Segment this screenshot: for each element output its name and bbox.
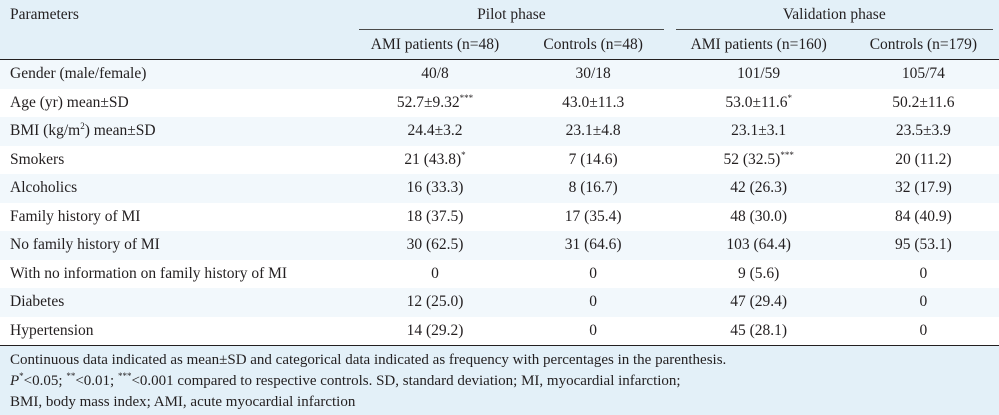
cell-value: 32 (17.9) [894, 179, 952, 197]
cell-value: 40/8 [421, 65, 449, 83]
cell-value: 48 (30.0) [730, 207, 788, 225]
validation-phase-header: Validation phase [670, 0, 999, 30]
cell-value: 31 (64.6) [564, 236, 622, 254]
cell-value: 17 (35.4) [564, 207, 622, 225]
cell-value: 0 [919, 293, 928, 311]
cell-value: 30/18 [575, 65, 611, 83]
row-label: With no information on family history of… [10, 264, 288, 282]
table-row: Gender (male/female) 40/8 30/18 101/59 1… [0, 59, 999, 89]
cell-value: 0 [589, 293, 598, 311]
cell-value: 42 (26.3) [730, 179, 788, 197]
cell-value: 50.2±11.6 [892, 93, 955, 111]
cell-value: 7 (14.6) [568, 150, 618, 168]
row-label: Family history of MI [10, 207, 141, 225]
cell-value: 101/59 [737, 65, 781, 83]
table-row: BMI (kg/m2) mean±SD 24.4±3.2 23.1±4.8 23… [0, 117, 999, 146]
cell-value: 95 (53.1) [894, 236, 952, 254]
table-footnote: Continuous data indicated as mean±SD and… [0, 345, 999, 415]
row-label: BMI (kg/m2) mean±SD [10, 121, 156, 140]
significance-mark: * [461, 149, 466, 160]
row-label: Gender (male/female) [10, 65, 147, 83]
validation-controls-header: Controls (n=179) [847, 30, 999, 60]
cell-value: 21 (43.8) [404, 150, 462, 168]
significance-mark: *** [459, 92, 474, 103]
cell-value: 52.7±9.32 [396, 93, 460, 111]
table-row: Family history of MI 18 (37.5) 17 (35.4)… [0, 202, 999, 231]
table-row: Hypertension 14 (29.2) 0 45 (28.1) 0 [0, 316, 999, 345]
cell-value: 84 (40.9) [894, 207, 952, 225]
cell-value: 0 [919, 264, 928, 282]
cell-value: 16 (33.3) [406, 179, 464, 197]
row-label: Alcoholics [10, 179, 78, 197]
row-label: No family history of MI [10, 236, 160, 254]
table-row: Smokers 21 (43.8)* 7 (14.6) 52 (32.5)***… [0, 145, 999, 174]
significance-mark: *** [780, 149, 794, 160]
significance-mark: * [787, 92, 793, 103]
cell-value: 23.5±3.9 [895, 122, 951, 140]
table-row: Age (yr) mean±SD 52.7±9.32*** 43.0±11.3 … [0, 88, 999, 117]
pilot-controls-header: Controls (n=48) [516, 30, 670, 60]
row-label: Hypertension [10, 321, 94, 339]
cell-value: 0 [589, 264, 598, 282]
cell-value: 47 (29.4) [730, 293, 788, 311]
validation-ami-header: AMI patients (n=160) [669, 30, 848, 60]
cell-value: 9 (5.6) [738, 264, 780, 282]
table-row: No family history of MI 30 (62.5) 31 (64… [0, 231, 999, 260]
cell-value: 52 (32.5) [723, 150, 781, 168]
data-table: Parameters Pilot phase Validation phase … [0, 0, 999, 345]
cell-value: 53.0±11.6 [725, 93, 788, 111]
footnote-line-3: BMI, body mass index; AMI, acute myocard… [10, 394, 356, 410]
cell-value: 43.0±11.3 [562, 93, 625, 111]
row-label: Smokers [10, 150, 65, 168]
cell-value: 0 [589, 321, 598, 339]
footnote-line-2: P*<0.05; **<0.01; ***<0.001 compared to … [10, 371, 681, 390]
cell-value: 23.1±3.1 [731, 122, 787, 140]
header-row-phases: Parameters Pilot phase Validation phase [0, 0, 999, 30]
cell-value: 30 (62.5) [406, 236, 464, 254]
row-label: Age (yr) mean±SD [10, 93, 129, 111]
row-label: Diabetes [10, 293, 65, 311]
cell-value: 12 (25.0) [406, 293, 464, 311]
table-row: Alcoholics 16 (33.3) 8 (16.7) 42 (26.3) … [0, 174, 999, 203]
pilot-phase-header: Pilot phase [353, 0, 669, 30]
table-row: Diabetes 12 (25.0) 0 47 (29.4) 0 [0, 288, 999, 317]
table-row: With no information on family history of… [0, 259, 999, 288]
cell-value: 105/74 [901, 65, 945, 83]
cell-value: 45 (28.1) [730, 321, 788, 339]
cell-value: 8 (16.7) [568, 179, 618, 197]
cell-value: 103 (64.4) [726, 236, 791, 254]
parameters-header: Parameters [10, 6, 79, 23]
cell-value: 18 (37.5) [406, 207, 464, 225]
footnote-line-1: Continuous data indicated as mean±SD and… [10, 352, 727, 368]
cell-value: 14 (29.2) [406, 321, 464, 339]
cell-value: 23.1±4.8 [565, 122, 621, 140]
header-row-groups: AMI patients (n=48) Controls (n=48) AMI … [0, 30, 999, 60]
cell-value: 0 [431, 264, 439, 282]
pilot-ami-header: AMI patients (n=48) [353, 30, 517, 60]
cell-value: 24.4±3.2 [407, 122, 463, 140]
cell-value: 20 (11.2) [895, 150, 952, 168]
cell-value: 0 [919, 321, 928, 339]
